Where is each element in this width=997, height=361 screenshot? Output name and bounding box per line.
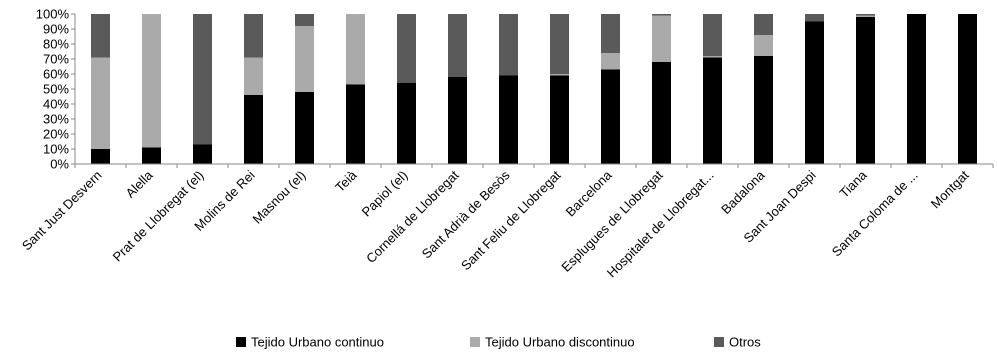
- y-tick-label: 90%: [43, 22, 69, 37]
- bar-segment: [550, 14, 569, 74]
- bar-segment: [601, 53, 620, 70]
- bar-segment: [244, 57, 263, 95]
- bar-segment: [244, 14, 263, 58]
- y-tick-label: 10%: [43, 142, 69, 157]
- x-category-label: Badalona: [718, 167, 768, 217]
- legend-swatch: [714, 337, 724, 347]
- x-category-label: Sant Feliu de Llobregat: [458, 167, 564, 273]
- bar-segment: [91, 14, 110, 58]
- x-category-label: Teià: [332, 167, 360, 195]
- x-category-label: Tiana: [836, 167, 870, 201]
- legend-label: Tejido Urbano continuo: [251, 335, 384, 350]
- bar-segment: [652, 62, 671, 164]
- legend-label: Tejido Urbano discontinuo: [485, 335, 635, 350]
- bar-segment: [754, 14, 773, 35]
- bar-segment: [91, 57, 110, 149]
- bar-segment: [448, 14, 467, 77]
- bar-segment: [601, 69, 620, 164]
- legend-label: Otros: [729, 335, 761, 350]
- y-tick-label: 30%: [43, 112, 69, 127]
- y-tick-label: 50%: [43, 82, 69, 97]
- bar-segment: [295, 26, 314, 92]
- bar-segment: [499, 14, 518, 76]
- x-category-label: Barcelona: [563, 167, 616, 220]
- bar-segment: [448, 77, 467, 164]
- bar-segment: [805, 21, 824, 164]
- legend-swatch: [470, 337, 480, 347]
- bar-segment: [142, 14, 161, 148]
- x-category-label: Montgat: [928, 167, 972, 211]
- bar-segment: [295, 92, 314, 164]
- bar-segment: [601, 14, 620, 53]
- x-category-label: Masnou (el): [249, 168, 308, 227]
- y-tick-label: 80%: [43, 37, 69, 52]
- legend-swatch: [236, 337, 246, 347]
- bar-segment: [652, 14, 671, 16]
- bar-segment: [754, 56, 773, 164]
- x-category-label: Cornellá de Llobregat: [363, 167, 462, 266]
- bars: [91, 14, 977, 164]
- y-tick-label: 60%: [43, 67, 69, 82]
- bar-segment: [346, 84, 365, 164]
- bar-segment: [703, 57, 722, 164]
- x-category-label: Esplugues de Llobregat: [558, 167, 665, 274]
- y-tick-label: 0%: [50, 157, 69, 172]
- bar-segment: [193, 14, 212, 145]
- x-category-label: Sant Adrià de Besòs: [419, 167, 513, 261]
- y-tick-label: 70%: [43, 52, 69, 67]
- bar-segment: [703, 56, 722, 58]
- bar-segment: [805, 14, 824, 22]
- bar-segment: [91, 149, 110, 164]
- bar-segment: [397, 14, 416, 83]
- x-category-label: Papiol (el): [359, 168, 411, 220]
- bar-segment: [550, 74, 569, 76]
- y-axis: 0%10%20%30%40%50%60%70%80%90%100%: [36, 7, 76, 172]
- bar-segment: [907, 14, 926, 164]
- bar-segment: [958, 14, 977, 164]
- bar-segment: [550, 75, 569, 164]
- legend: Tejido Urbano continuo Tejido Urbano disc…: [236, 335, 761, 350]
- bar-segment: [142, 147, 161, 164]
- bar-segment: [652, 15, 671, 62]
- y-tick-label: 100%: [36, 7, 70, 22]
- x-category-label: Santa Coloma de ...: [829, 168, 921, 260]
- bar-segment: [856, 15, 875, 17]
- y-tick-label: 40%: [43, 97, 69, 112]
- bar-segment: [856, 14, 875, 16]
- x-category-label: Prat de Llobregat (el): [110, 168, 207, 265]
- y-tick-label: 20%: [43, 127, 69, 142]
- bar-segment: [703, 14, 722, 56]
- bar-segment: [856, 17, 875, 164]
- bar-segment: [397, 83, 416, 164]
- x-category-label: Alella: [123, 167, 157, 201]
- bar-segment: [346, 14, 365, 85]
- x-category-label: Sant Just Desvern: [19, 168, 105, 254]
- bar-segment: [499, 75, 518, 164]
- bar-segment: [244, 95, 263, 164]
- bar-segment: [754, 35, 773, 56]
- x-category-label: Hospitalet de Llobregat...: [604, 168, 717, 281]
- bar-segment: [295, 14, 314, 26]
- bar-segment: [193, 144, 212, 164]
